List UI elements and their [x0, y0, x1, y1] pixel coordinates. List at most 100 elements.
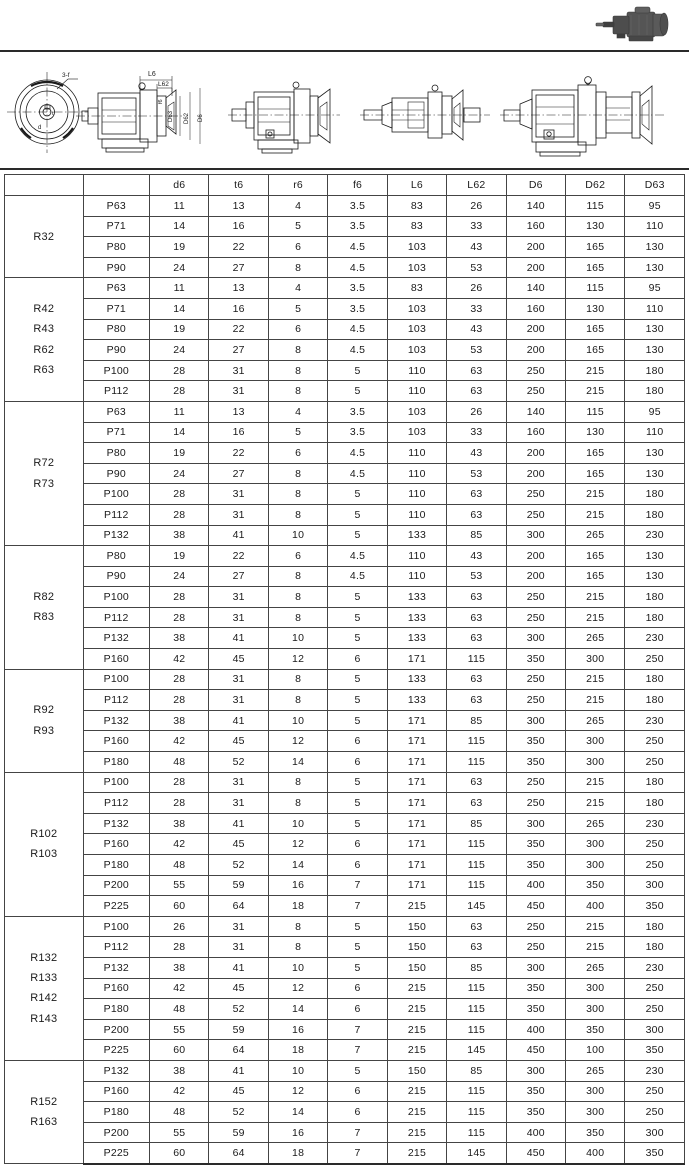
cell-L62: 63: [446, 359, 507, 382]
cell-L62: 145: [446, 1142, 507, 1165]
motor-frame-cell: P132: [82, 956, 151, 979]
group-label: R133: [30, 972, 58, 985]
group-label: R82: [33, 591, 55, 604]
cell-L62: 145: [446, 1039, 507, 1061]
cell-r6: 10: [267, 812, 329, 835]
cell-D63: 130: [624, 318, 685, 341]
cell-D63: 250: [624, 730, 685, 753]
cell-L62: 115: [446, 874, 507, 897]
table-row: P100 28 31 8 5 133 63 250 215 180: [5, 586, 685, 608]
table-row: P225 60 64 18 7 215 145 450 400 350: [5, 895, 685, 917]
table-row: P200 55 59 16 7 215 115 400 350 300: [5, 1121, 685, 1144]
cell-D62: 100: [564, 1039, 626, 1061]
cell-D6: 200: [505, 256, 567, 279]
cell-L6: 150: [386, 956, 448, 979]
table-row: P112 28 31 8 5 171 63 250 215 180: [5, 792, 685, 814]
cell-D63: 95: [624, 277, 685, 299]
cell-D63: 230: [624, 812, 685, 835]
group-label-cell: R82 R83: [4, 545, 84, 670]
cell-L62: 115: [446, 1018, 507, 1041]
cell-D63: 230: [624, 627, 685, 650]
column-header-D6: D6: [505, 174, 567, 196]
cell-D6: 400: [505, 874, 567, 897]
group-label: R102: [30, 827, 58, 840]
cell-d6: 55: [149, 874, 210, 897]
cell-D6: 200: [505, 545, 567, 567]
drawing-flange-end-view: 3-f d t: [7, 71, 204, 153]
cell-D6: 140: [505, 400, 567, 423]
motor-frame-cell: P80: [82, 545, 151, 567]
cell-D62: 215: [564, 668, 626, 691]
table-row: P132 38 41 10 5 133 85 300 265 230: [5, 524, 685, 547]
cell-D62: 265: [564, 524, 626, 547]
cell-D63: 230: [624, 524, 685, 547]
cell-d6: 14: [149, 297, 210, 320]
cell-L62: 115: [446, 1080, 507, 1103]
cell-r6: 8: [267, 689, 329, 711]
cell-D62: 265: [564, 1059, 626, 1082]
cell-L62: 53: [446, 565, 507, 588]
motor-frame-cell: P90: [82, 462, 151, 485]
cell-r6: 18: [267, 895, 329, 917]
cell-D62: 400: [564, 1142, 626, 1165]
cell-f6: 4.5: [327, 565, 388, 588]
cell-D62: 300: [564, 1101, 626, 1123]
cell-d6: 42: [149, 833, 210, 855]
cell-L62: 63: [446, 627, 507, 650]
cell-f6: 6: [327, 854, 388, 876]
cell-L6: 171: [386, 854, 448, 876]
cell-f6: 3.5: [327, 421, 388, 444]
cell-d6: 60: [149, 895, 210, 917]
cell-r6: 5: [267, 297, 329, 320]
cell-D62: 165: [564, 236, 626, 258]
motor-frame-cell: P100: [82, 915, 151, 938]
table-row: P80 19 22 6 4.5 110 43 200 165 130: [5, 442, 685, 464]
header-row: d6 t6 r6 f6 L6 L62 D6 D62 D63: [4, 174, 685, 196]
cell-L6: 103: [386, 297, 448, 320]
cell-D63: 250: [624, 977, 685, 1000]
cell-D63: 300: [624, 1121, 685, 1144]
cell-D63: 300: [624, 874, 685, 897]
cell-D62: 300: [564, 977, 626, 1000]
cell-r6: 14: [267, 751, 329, 773]
cell-d6: 28: [149, 606, 210, 629]
cell-L62: 33: [446, 215, 507, 238]
cell-r6: 10: [267, 627, 329, 650]
cell-L6: 110: [386, 503, 448, 526]
cell-L6: 133: [386, 606, 448, 629]
cell-f6: 7: [327, 895, 388, 917]
cell-D6: 450: [505, 1142, 567, 1165]
cell-L62: 85: [446, 524, 507, 547]
table-row: R92 R93 P100 28 31 8 5 133 63 250 215 180: [4, 668, 685, 773]
table-row: P112 28 31 8 5 133 63 250 215 180: [5, 606, 685, 629]
table-row: P100 28 31 8 5 110 63 250 215 180: [5, 483, 685, 505]
cell-L62: 26: [446, 277, 507, 299]
cell-D62: 130: [564, 297, 626, 320]
motor-frame-cell: P225: [82, 1142, 151, 1165]
cell-D62: 350: [564, 1018, 626, 1041]
cell-d6: 42: [149, 648, 210, 670]
motor-frame-cell: P63: [82, 400, 151, 423]
cell-L6: 215: [386, 998, 448, 1020]
group-label-cell: R72 R73: [4, 400, 84, 547]
cell-L6: 215: [386, 1142, 448, 1165]
cell-d6: 60: [149, 1142, 210, 1165]
cell-t6: 31: [208, 380, 269, 402]
cell-L62: 43: [446, 442, 507, 464]
table-row: P112 28 31 8 5 150 63 250 215 180: [5, 936, 685, 958]
cell-L6: 171: [386, 751, 448, 773]
cell-r6: 8: [267, 936, 329, 958]
cell-f6: 6: [327, 730, 388, 753]
cell-t6: 31: [208, 771, 269, 794]
motor-frame-cell: P180: [82, 998, 151, 1020]
cell-t6: 27: [208, 565, 269, 588]
table-row: P225 60 64 18 7 215 145 450 100 350: [5, 1039, 685, 1061]
column-header-D62: D62: [564, 174, 626, 196]
cell-d6: 38: [149, 627, 210, 650]
cell-f6: 3.5: [327, 195, 388, 217]
cell-f6: 6: [327, 1080, 388, 1103]
cell-d6: 28: [149, 936, 210, 958]
cell-D62: 300: [564, 1080, 626, 1103]
cell-D62: 165: [564, 339, 626, 361]
cell-r6: 12: [267, 977, 329, 1000]
